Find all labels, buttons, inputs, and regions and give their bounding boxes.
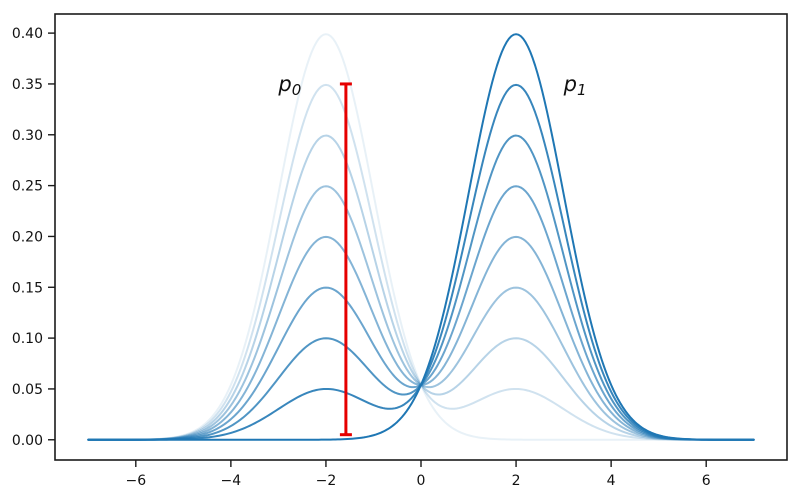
x-axis-tick-label: −2	[316, 473, 337, 489]
y-axis-tick-label: 0.20	[12, 229, 43, 245]
y-axis-tick-label: 0.30	[12, 128, 43, 144]
x-axis-tick-label: 4	[607, 473, 616, 489]
density-curve	[87, 185, 755, 441]
axes-frame	[54, 13, 788, 461]
x-axis-tick-label: 6	[702, 473, 711, 489]
y-axis-tick-label: 0.15	[12, 280, 43, 296]
x-axis-tick-label: −6	[125, 473, 146, 489]
density-curve	[87, 33, 755, 441]
density-curve	[87, 134, 755, 441]
density-curve	[87, 33, 755, 441]
y-axis-tick-label: 0.10	[12, 331, 43, 347]
x-axis-tick-label: −4	[221, 473, 242, 489]
y-axis-tick-label: 0.05	[12, 382, 43, 398]
y-axis-tick-label: 0.00	[12, 433, 43, 449]
density-curve	[87, 235, 755, 441]
y-axis-tick-label: 0.40	[12, 26, 43, 42]
p0-label: p0	[277, 72, 301, 99]
x-axis-tick-label: 0	[417, 473, 426, 489]
x-axis-tick-label: 2	[512, 473, 521, 489]
y-axis-tick-label: 0.25	[12, 179, 43, 195]
p1-label: p1	[563, 72, 587, 99]
density-curve	[87, 134, 755, 441]
y-axis-tick-label: 0.35	[12, 77, 43, 93]
density-curve	[87, 185, 755, 441]
